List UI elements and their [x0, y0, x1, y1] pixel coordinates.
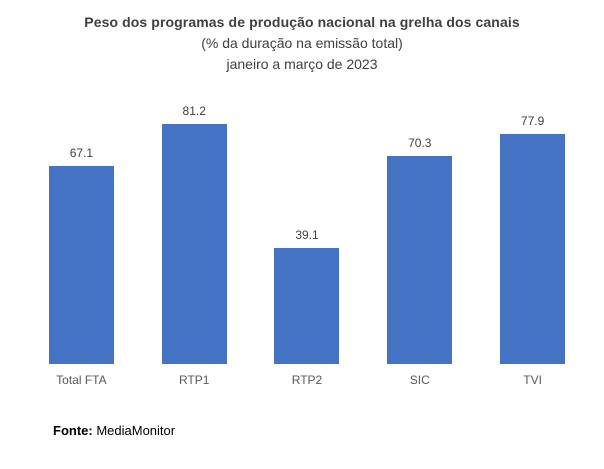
category-label: RTP1	[178, 373, 210, 387]
bar-group: 67.1	[25, 98, 138, 364]
bar	[500, 133, 566, 364]
bar-value-label: 77.9	[520, 113, 545, 128]
bar-group: 77.9	[476, 98, 589, 364]
category-label: Total FTA	[56, 373, 107, 387]
bar-group: 39.1	[251, 98, 364, 364]
source-note: Fonte: MediaMonitor	[53, 423, 175, 439]
bar-value-label: 39.1	[295, 228, 319, 243]
chart-title: Peso dos programas de produção nacional …	[84, 14, 520, 30]
category-axis: Total FTA RTP1 RTP2 SIC TVI	[25, 373, 589, 388]
chart-period: janeiro a março de 2023	[226, 56, 378, 72]
chart-subtitle: (% da duração na emissão total)	[201, 35, 403, 51]
plot-area: 67.1 81.2 39.1 70.3 77.9	[25, 98, 589, 364]
bar-value-label: 67.1	[69, 145, 94, 160]
category-label: SIC	[409, 373, 430, 387]
category-label: TVI	[523, 373, 542, 387]
source-value: MediaMonitor	[92, 423, 176, 438]
bar	[48, 165, 114, 364]
source-label: Fonte:	[53, 423, 93, 438]
bar-group: 70.3	[363, 98, 476, 364]
category-label: RTP2	[291, 373, 323, 387]
bar	[387, 156, 453, 364]
bar	[274, 248, 340, 364]
bar-value-label: 70.3	[408, 136, 432, 151]
bar-value-label: 81.2	[182, 104, 206, 119]
chart-title-block: Peso dos programas de produção nacional …	[0, 12, 604, 75]
bar	[161, 124, 227, 364]
bar-group: 81.2	[138, 98, 251, 364]
